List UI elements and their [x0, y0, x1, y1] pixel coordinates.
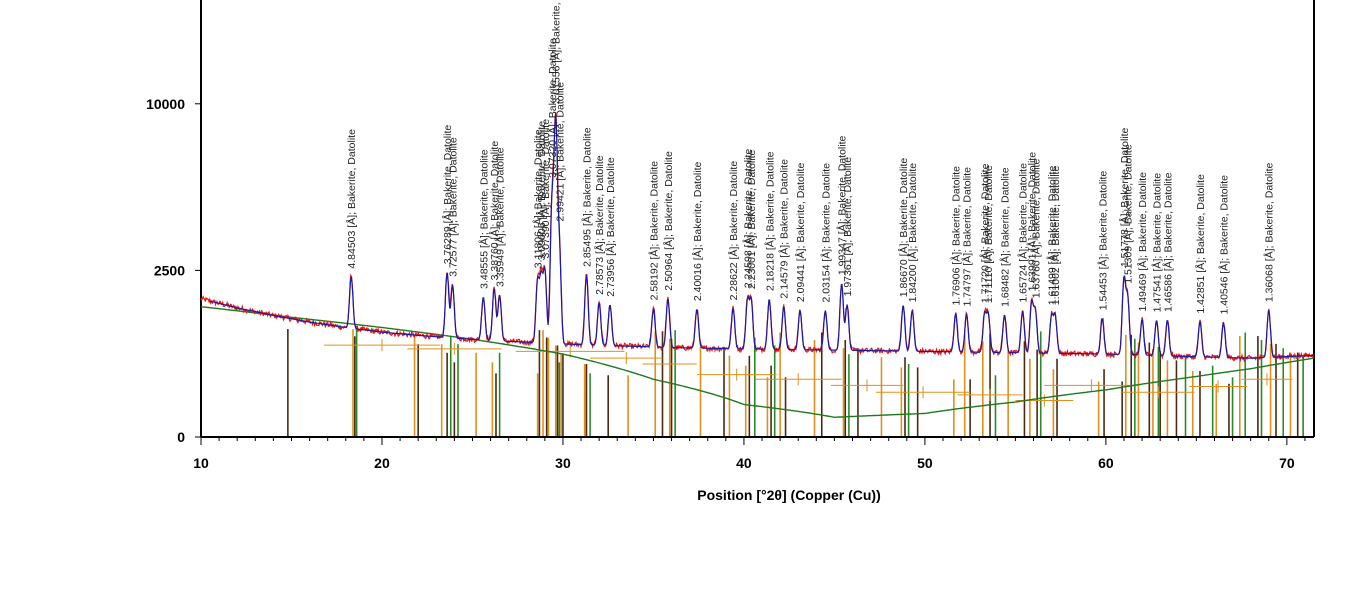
peak-labels: 4.84503 [Å]; Bakerite, Datolite 3.76289 […: [345, 0, 1276, 314]
peak-label: 1.97361 [Å]; Bakerite, Datolite: [841, 157, 854, 297]
y-tick-label: 2500: [154, 262, 185, 278]
peak-label: 2.73956 [Å]; Bakerite, Datolite: [604, 157, 617, 297]
peak-label: 1.68482 [Å]; Bakerite, Datolite: [999, 167, 1012, 307]
x-tick-label: 70: [1279, 455, 1295, 471]
background-line: [200, 306, 1315, 419]
peak-label: 3.38760 [Å]; Bakerite, Datolite: [488, 141, 501, 281]
y-tick-label: 10000: [146, 96, 185, 112]
plot-area: 4.84503 [Å]; Bakerite, Datolite 3.76289 […: [146, 0, 1315, 503]
peak-label: 1.76906 [Å]; Bakerite, Datolite: [950, 166, 963, 306]
peak-label: 1.65724 [Å]; Bakerite, Datolite: [1017, 163, 1030, 303]
calculated-line: [209, 115, 1314, 359]
x-tick-label: 50: [917, 455, 933, 471]
peak-label: 2.28622 [Å]; Bakerite, Datolite: [727, 161, 740, 301]
y-tick-label: 0: [177, 429, 185, 445]
x-tick-label: 30: [555, 455, 571, 471]
peak-label: 2.09441 [Å]; Bakerite, Datolite: [794, 163, 807, 303]
peak-label: 2.24598 [Å]; Bakerite, Datolite: [742, 149, 755, 289]
peak-label: 2.58192 [Å]; Bakerite, Datolite: [647, 161, 660, 301]
peak-label: 2.40016 [Å]; Bakerite, Datolite: [691, 161, 704, 301]
peak-label: 1.40546 [Å]; Bakerite, Datolite: [1218, 175, 1231, 315]
peak-label: 2.85495 [Å]; Bakerite, Datolite: [580, 127, 593, 267]
peak-label: 3.72577 [Å]; Bakerite, Datolite: [447, 137, 460, 277]
peak-label: 2.99421 [Å]; Bakerite, Datolite: [553, 82, 566, 222]
peak-label: 2.18218 [Å]; Bakerite, Datolite: [763, 151, 776, 291]
peak-label: 1.63991 [Å]; Bakerite, Datolite: [1026, 152, 1039, 292]
peak-label: 2.14579 [Å]; Bakerite, Datolite: [778, 159, 791, 299]
x-tick-label: 40: [736, 455, 752, 471]
x-axis-ticks: 10 20 30 40 50 60 70: [193, 437, 1306, 471]
x-axis-title: Position [°2θ] (Copper (Cu)): [697, 487, 880, 503]
peak-label: 1.46586 [Å]; Bakerite, Datolite: [1161, 172, 1174, 312]
x-tick-label: 60: [1098, 455, 1114, 471]
peak-label: 3.35949 [Å]; Bakerite, Datolite: [494, 147, 507, 287]
peak-label: 2.03154 [Å]; Bakerite, Datolite: [819, 163, 832, 303]
peak-label: 1.51309 [Å]; Bakerite, Datolite: [1122, 144, 1135, 284]
peak-label: 1.36068 [Å]; Bakerite, Datolite: [1263, 162, 1276, 302]
peak-label: 3.01556 [Å]; Bakerite, Datolite: [550, 0, 563, 103]
peak-label: 3.11806 [Å]; Bakerite, Datolite: [532, 129, 545, 268]
peak-label: 1.99347 [Å]; Bakerite, Datolite: [836, 135, 849, 275]
x-tick-label: 10: [193, 455, 209, 471]
peak-label: 1.49469 [Å]; Bakerite, Datolite: [1136, 172, 1149, 312]
peak-label: 1.61499 [Å]; Bakerite, Datolite: [1046, 166, 1059, 306]
peak-label: 3.48555 [Å]; Bakerite, Datolite: [477, 149, 490, 289]
peak-label: 1.84200 [Å]; Bakerite, Datolite: [906, 163, 919, 303]
background-curve: [200, 306, 1315, 419]
peak-label: 1.61002 [Å]; Bakerite, Datolite: [1049, 166, 1062, 306]
peak-label: 2.23001 [Å]; Bakerite, Datolite: [745, 149, 758, 289]
peak-label: 3.07320 [Å]; Bakerite, Datolite: [546, 38, 559, 178]
peak-label: 1.63760 [Å]; Bakerite, Datolite: [1029, 159, 1042, 299]
peak-label: 1.51778 [Å]; Bakerite, Datolite: [1118, 127, 1131, 267]
peak-label: 1.71720 [Å]; Bakerite, Datolite: [979, 163, 992, 303]
peak-label: 4.84503 [Å]; Bakerite, Datolite: [345, 129, 358, 269]
peak-label: 3.07390 [Å]; Bakerite, Datolite: [539, 119, 552, 259]
peak-label: 2.78573 [Å]; Bakerite, Datolite: [593, 155, 606, 295]
reference-sticks: [287, 329, 1304, 437]
peak-label: 3.09606 [Å]; Bakerite, Datolite: [535, 121, 548, 261]
peak-label: 1.54453 [Å]; Bakerite, Datolite: [1096, 171, 1109, 311]
peak-label: 1.86670 [Å]; Bakerite, Datolite: [897, 158, 910, 298]
peak-label: 1.74797 [Å]; Bakerite, Datolite: [961, 167, 974, 307]
peak-label: 1.47541 [Å]; Bakerite, Datolite: [1151, 173, 1164, 313]
peak-label: 1.42851 [Å]; Bakerite, Datolite: [1194, 174, 1207, 314]
calculated-pattern: [209, 115, 1314, 359]
peak-label: 1.71110 [Å]; Bakerite, Datolite: [982, 165, 995, 303]
bakerite-error-bars: [324, 339, 1293, 407]
y-axis-ticks: 0 2500 10000: [146, 96, 201, 445]
peak-label: 3.76289 [Å]; Bakerite, Datolite: [441, 125, 454, 265]
x-tick-label: 20: [374, 455, 390, 471]
peak-label: 2.50964 [Å]; Bakerite, Datolite: [662, 151, 675, 291]
